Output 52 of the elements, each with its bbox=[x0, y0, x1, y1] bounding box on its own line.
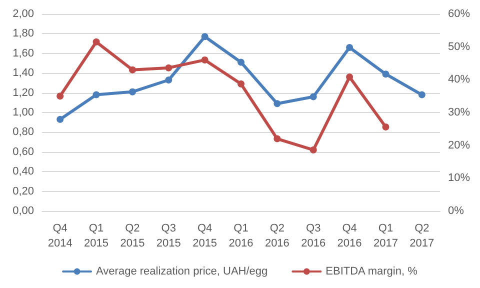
y-tick-label: 1,80 bbox=[12, 28, 34, 40]
x-tick-label: Q4 2016 bbox=[337, 222, 362, 250]
x-tick-label: Q3 2016 bbox=[301, 222, 326, 250]
x-tick-label: Q2 2015 bbox=[120, 222, 145, 250]
x-tick-label: Q4 2014 bbox=[48, 222, 72, 250]
y-tick-label: 0,00 bbox=[12, 205, 34, 217]
point bbox=[346, 44, 354, 51]
point bbox=[56, 92, 64, 100]
y-tick-label: 0,20 bbox=[12, 185, 34, 198]
point bbox=[310, 93, 317, 100]
point bbox=[56, 116, 64, 123]
point bbox=[382, 70, 390, 78]
point bbox=[238, 58, 244, 66]
point bbox=[418, 91, 426, 98]
y-tick-label: 1,20 bbox=[12, 86, 34, 99]
x-tick-label: Q3 2015 bbox=[156, 222, 181, 250]
point bbox=[92, 91, 100, 98]
x-tick-label: Q1 2016 bbox=[228, 222, 254, 250]
point bbox=[382, 123, 390, 130]
y2-tick-label: 10% bbox=[448, 172, 470, 184]
y-tick-label: 1,40 bbox=[12, 67, 34, 80]
point bbox=[201, 33, 208, 40]
legend-label: EBITDA margin, % bbox=[326, 266, 418, 278]
point bbox=[201, 56, 208, 64]
y-tick-label: 0,60 bbox=[12, 146, 34, 158]
point bbox=[310, 146, 317, 154]
y-tick-label: 0,80 bbox=[12, 126, 34, 138]
x-tick-label: Q1 2015 bbox=[84, 222, 109, 250]
y-tick-label: 0,40 bbox=[12, 166, 34, 178]
point bbox=[238, 80, 244, 88]
x-tick-label: Q1 2017 bbox=[373, 222, 398, 250]
y-tick-label: 2,00 bbox=[12, 8, 34, 20]
y-tick-label: 1,60 bbox=[12, 47, 34, 60]
point bbox=[274, 135, 281, 142]
y2-tick-label: 30% bbox=[448, 106, 470, 118]
point bbox=[274, 100, 281, 108]
point bbox=[128, 66, 136, 74]
y-tick-label: 1,00 bbox=[12, 106, 34, 118]
legend-label: Average realization price, UAH/egg bbox=[96, 266, 268, 278]
x-tick-label: Q4 2015 bbox=[192, 222, 218, 250]
y2-tick-label: 50% bbox=[448, 40, 470, 53]
x-tick-label: Q2 2017 bbox=[410, 222, 434, 250]
y2-tick-label: 20% bbox=[448, 139, 470, 152]
point bbox=[128, 88, 136, 96]
y2-tick-label: 0% bbox=[448, 205, 464, 217]
y2-tick-label: 60% bbox=[448, 8, 470, 20]
y2-tick-label: 40% bbox=[448, 74, 470, 86]
x-tick-label: Q2 2016 bbox=[264, 222, 290, 250]
point bbox=[165, 76, 172, 84]
point bbox=[92, 38, 100, 46]
point bbox=[346, 74, 354, 81]
point bbox=[165, 64, 172, 72]
